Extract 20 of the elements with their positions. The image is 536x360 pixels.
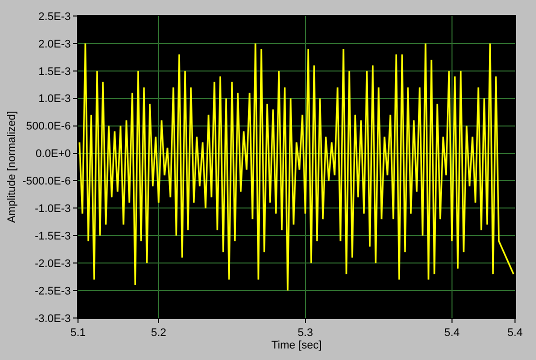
y-tick-label: 500.0E-6 xyxy=(26,120,71,133)
x-axis-title: Time [sec] xyxy=(271,339,322,352)
y-tick-label: 2.5E-3 xyxy=(38,10,71,23)
x-tick-label: 5.1 xyxy=(70,327,86,340)
y-tick-label: -500.0E-6 xyxy=(22,176,71,188)
y-axis-title: Amplitude [normalized] xyxy=(6,111,18,223)
y-tick-label: -2.0E-3 xyxy=(34,258,71,270)
y-tick-label: 0.0E+0 xyxy=(36,148,71,160)
y-tick-label: 2.0E-3 xyxy=(38,38,71,50)
y-tick-label: -2.5E-3 xyxy=(34,285,71,298)
y-tick-label: -1.5E-3 xyxy=(34,230,71,242)
y-tick-label: -3.0E-3 xyxy=(34,312,71,325)
x-tick-label: 5.4 xyxy=(444,327,460,340)
x-tick-label: 5.4 xyxy=(507,327,523,340)
line-series xyxy=(78,42,514,292)
y-tick-label: -1.0E-3 xyxy=(34,203,71,216)
x-tick-label: 5.2 xyxy=(151,327,166,340)
y-tick-label: 1.5E-3 xyxy=(38,66,71,78)
y-tick-label: 1.0E-3 xyxy=(38,93,71,106)
x-tick-label: 5.3 xyxy=(298,327,313,340)
